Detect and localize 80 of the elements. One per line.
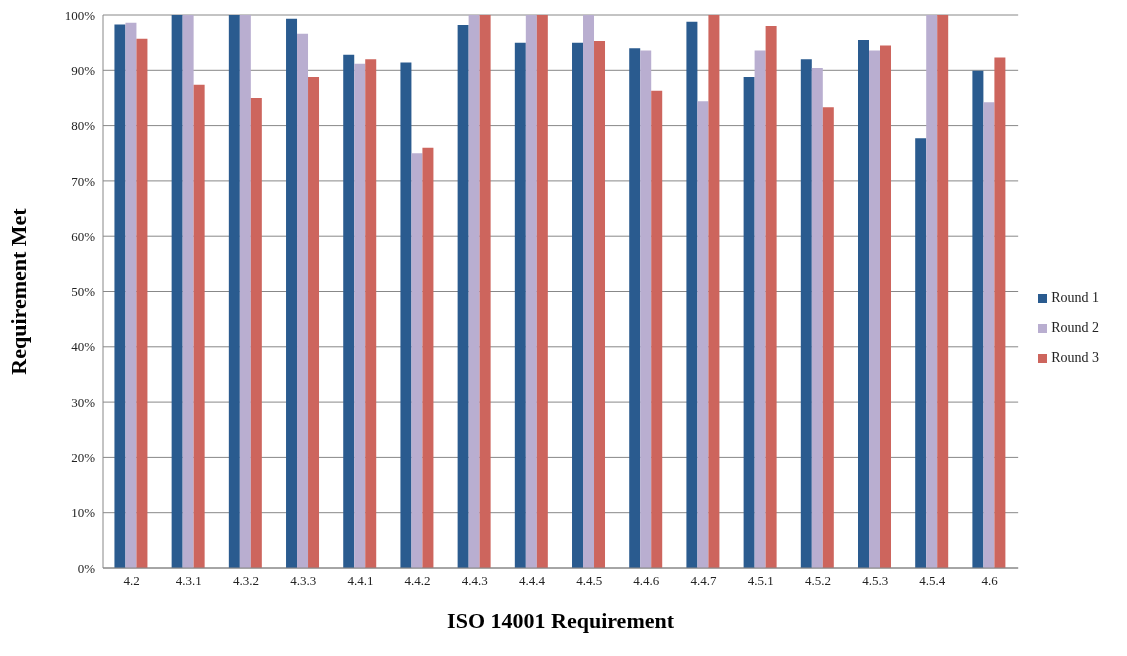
bar: [937, 15, 949, 568]
bar: [915, 138, 927, 568]
y-tick-label: 90%: [71, 62, 96, 78]
bar: [136, 38, 148, 568]
x-tick-label: 4.3.1: [175, 573, 202, 589]
bar: [239, 15, 251, 568]
bar: [800, 59, 812, 568]
bar: [343, 54, 355, 568]
y-tick-label: 50%: [71, 284, 96, 300]
x-axis-title: ISO 14001 Requirement: [447, 608, 675, 633]
bar: [457, 24, 469, 568]
bar: [880, 45, 891, 568]
bar: [994, 57, 1006, 568]
x-tick-label: 4.3.3: [290, 573, 317, 589]
x-tick-label: 4.2: [123, 573, 140, 589]
x-tick-label: 4.4.2: [404, 573, 431, 589]
bar: [468, 15, 480, 568]
bar: [411, 153, 423, 568]
y-tick-label: 60%: [71, 228, 96, 244]
x-tick-label: 4.4.3: [461, 573, 488, 589]
x-tick-label: 4.6: [981, 573, 999, 589]
bar: [583, 15, 595, 568]
bar: [354, 63, 366, 568]
y-tick-label: 40%: [71, 339, 96, 355]
legend-label: Round 1: [1051, 290, 1099, 305]
bar: [926, 15, 938, 568]
y-tick-label: 70%: [71, 173, 96, 189]
bar: [983, 102, 995, 568]
bar: [286, 18, 298, 568]
x-tick-label: 4.5.3: [862, 573, 889, 589]
bar: [629, 48, 641, 568]
bar: [686, 21, 698, 568]
bar: [697, 101, 709, 568]
x-tick-label: 4.5.4: [919, 573, 946, 589]
bar: [114, 24, 126, 568]
bar: [640, 50, 652, 568]
bar: [572, 42, 584, 568]
bar: [400, 62, 412, 568]
bar: [822, 107, 834, 568]
bar: [869, 50, 880, 568]
y-tick-label: 100%: [64, 7, 96, 23]
bar: [536, 15, 548, 568]
x-tick-label: 4.4.7: [690, 573, 718, 589]
bar: [754, 50, 766, 568]
x-tick-label: 4.5.1: [747, 573, 774, 589]
bar: [651, 90, 663, 568]
y-tick-label: 80%: [71, 118, 96, 134]
bar: [125, 22, 137, 568]
bar: [182, 15, 194, 568]
x-tick-label: 4.4.4: [518, 573, 546, 589]
y-axis-title: Requirement Met: [5, 207, 31, 375]
bar: [250, 97, 262, 568]
bar: [514, 42, 526, 568]
bar: [972, 70, 984, 568]
bar: [479, 15, 491, 568]
x-tick-label: 4.4.1: [347, 573, 374, 589]
y-tick-label: 20%: [71, 450, 96, 466]
x-tick-label: 4.4.6: [633, 573, 660, 589]
bar: [858, 39, 869, 568]
bar: [228, 15, 240, 568]
bar: [171, 15, 183, 568]
bar: [365, 59, 377, 568]
bar: [743, 76, 755, 568]
bar: [811, 68, 823, 568]
y-tick-label: 0%: [77, 560, 96, 576]
bar: [308, 76, 320, 568]
x-tick-label: 4.5.2: [804, 573, 831, 589]
bar: [297, 33, 309, 568]
x-tick-label: 4.4.5: [576, 573, 603, 589]
bar: [765, 26, 777, 568]
bar: [422, 147, 434, 568]
legend-label: Round 3: [1051, 350, 1099, 365]
y-tick-label: 10%: [71, 505, 96, 521]
bar: [193, 84, 205, 568]
bar: [708, 15, 720, 568]
legend-label: Round 2: [1051, 320, 1099, 335]
y-tick-label: 30%: [71, 394, 96, 410]
bar: [594, 40, 606, 568]
x-tick-label: 4.3.2: [232, 573, 259, 589]
bar: [525, 15, 537, 568]
